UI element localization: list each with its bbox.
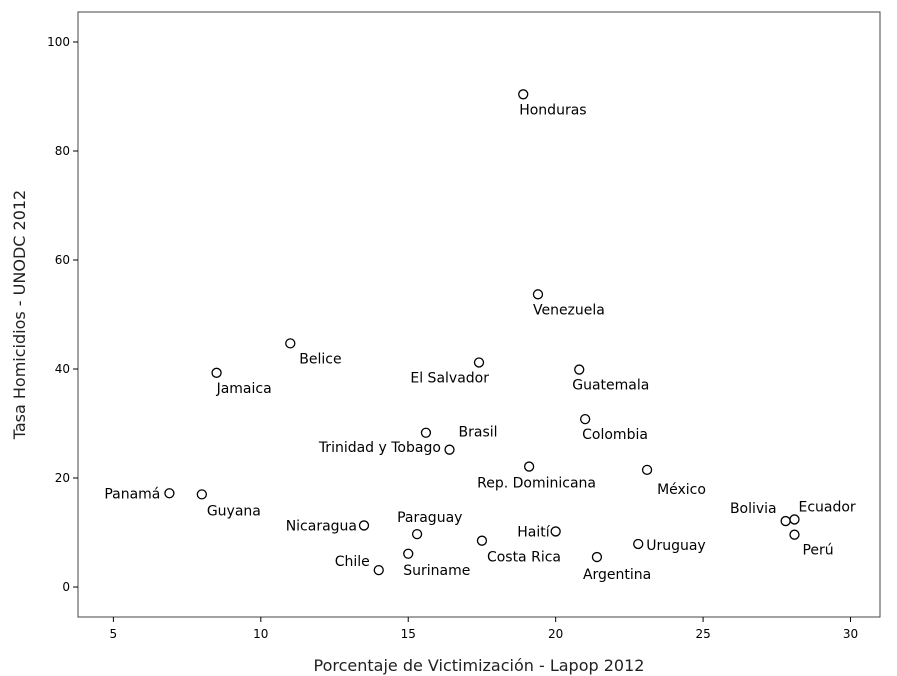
x-tick-label: 5 [110, 627, 118, 641]
data-point [373, 564, 384, 576]
data-point [550, 526, 561, 537]
data-point [476, 535, 488, 546]
point-label: Argentina [583, 567, 651, 583]
data-point [403, 548, 414, 559]
x-tick-label: 20 [548, 627, 563, 641]
data-points [164, 89, 800, 576]
x-tick-label: 15 [401, 627, 416, 641]
point-labels: Honduras Venezuela Belice Jamaica El Salvado… [104, 102, 856, 583]
y-tick-label: 40 [55, 362, 70, 376]
y-tick-label: 80 [55, 144, 70, 158]
data-point [780, 515, 791, 527]
point-label: Uruguay [646, 538, 706, 554]
data-point [532, 289, 544, 300]
data-point [473, 357, 485, 368]
data-point [411, 529, 423, 540]
point-label: Colombia [582, 427, 648, 443]
point-label: Guyana [207, 503, 261, 519]
point-label: Bolivia [730, 501, 777, 517]
point-label: Suriname [403, 563, 470, 579]
plot-area [77, 11, 881, 618]
data-point [444, 444, 455, 455]
point-label: México [657, 482, 706, 498]
x-tick-label: 25 [695, 627, 710, 641]
data-point [641, 464, 653, 475]
x-axis-title: Porcentaje de Victimización - Lapop 2012 [314, 656, 645, 675]
y-tick-label: 0 [62, 580, 70, 594]
point-label: Chile [335, 554, 370, 570]
data-point [358, 520, 370, 531]
data-point [420, 427, 432, 438]
axes: 5 10 15 20 25 30 0 20 40 60 80 100 [47, 35, 858, 641]
data-point [196, 489, 207, 500]
x-tick-label: 10 [253, 627, 268, 641]
y-tick-label: 60 [55, 253, 70, 267]
point-label: El Salvador [410, 370, 489, 386]
data-point [789, 514, 800, 525]
point-label: Belice [299, 351, 341, 367]
point-label: Honduras [519, 102, 586, 118]
point-label: Guatemala [572, 378, 649, 394]
y-tick-label: 100 [47, 35, 70, 49]
data-point [574, 364, 585, 375]
data-point [518, 89, 529, 100]
point-label: Ecuador [798, 499, 855, 515]
y-axis-title: Tasa Homicidios - UNODC 2012 [10, 190, 29, 441]
data-point [285, 338, 296, 349]
data-point [789, 529, 800, 540]
point-label: Brasil [459, 425, 498, 441]
point-label: Panamá [104, 486, 160, 502]
data-point [164, 488, 175, 499]
data-point [579, 413, 591, 425]
x-tick-label: 30 [843, 627, 858, 641]
point-label: Costa Rica [487, 550, 561, 566]
point-label: Perú [802, 543, 833, 559]
data-point [211, 367, 222, 378]
point-label: Jamaica [216, 381, 272, 397]
data-point [523, 461, 535, 472]
point-label: Nicaragua [286, 518, 357, 534]
point-label: Haití [517, 524, 550, 540]
point-label: Trinidad y Tobago [318, 440, 441, 456]
y-tick-label: 20 [55, 471, 70, 485]
data-point [633, 538, 644, 550]
point-label: Venezuela [533, 302, 605, 318]
data-point [591, 551, 603, 563]
point-label: Paraguay [397, 510, 462, 526]
point-label: Rep. Dominicana [477, 476, 596, 492]
